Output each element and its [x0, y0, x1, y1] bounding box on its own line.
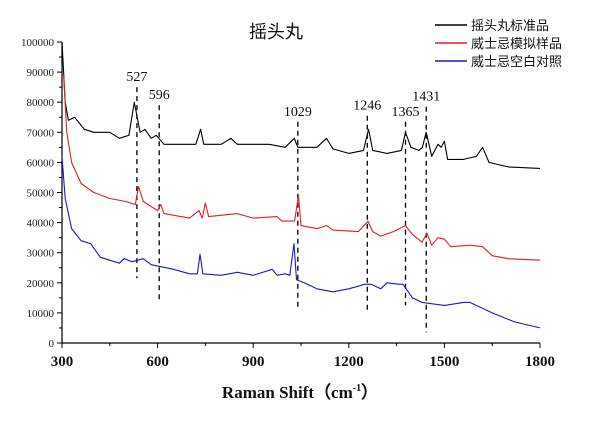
series-line — [61, 41, 541, 169]
y-tick-label: 10000 — [27, 308, 55, 320]
peak-label: 1029 — [284, 105, 312, 120]
peak-label: 596 — [149, 88, 170, 103]
axes: 0 10000 20000 30000 40000 50000 60000 70000 8000… — [21, 37, 555, 370]
x-tick-label: 1500 — [429, 354, 459, 370]
series-line — [62, 74, 541, 261]
x-tick-label: 1800 — [525, 354, 555, 370]
y-tick-label: 80000 — [27, 97, 55, 109]
y-tick-label: 70000 — [27, 127, 55, 139]
series-line — [61, 156, 541, 329]
x-tick-label: 300 — [51, 354, 74, 370]
y-tick-label: 0 — [49, 338, 55, 350]
peak-label: 1365 — [392, 105, 420, 120]
legend-label: 摇头丸标准品 — [471, 19, 549, 34]
x-axis-label: Raman Shift（cm-1） — [222, 382, 378, 402]
chart-title: 摇头丸 — [249, 22, 303, 43]
y-tick-label: 50000 — [27, 188, 55, 200]
series-lines — [61, 41, 541, 329]
x-axis-label-superscript: -1 — [353, 383, 361, 394]
y-tick-label: 20000 — [27, 278, 55, 290]
legend-label: 威士忌模拟样品 — [471, 37, 562, 52]
y-tick-label: 40000 — [27, 218, 55, 230]
y-tick-label: 30000 — [27, 248, 55, 260]
peak-label: 527 — [126, 70, 147, 85]
y-tick-label: 90000 — [27, 67, 55, 79]
x-tick-label: 1200 — [334, 354, 364, 370]
x-tick-label: 900 — [242, 354, 265, 370]
peak-label: 1246 — [353, 99, 381, 114]
peak-label: 1431 — [412, 90, 440, 105]
y-tick-label: 60000 — [27, 157, 55, 169]
y-tick-label: 100000 — [21, 37, 55, 49]
x-tick-label: 600 — [146, 354, 169, 370]
legend-label: 威士忌空白对照 — [471, 54, 562, 70]
